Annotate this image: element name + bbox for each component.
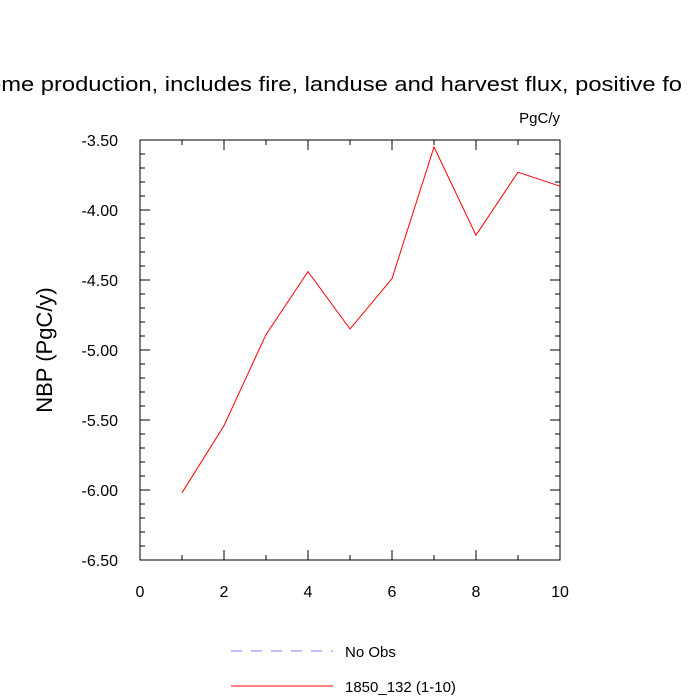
series-layer [181, 145, 561, 494]
x-tick-label: 10 [551, 584, 569, 601]
y-tick-label: -5.50 [82, 413, 119, 430]
x-tick-label: 2 [220, 584, 229, 601]
series-line [181, 145, 561, 494]
legend: No Obs 1850_132 (1-10) [231, 644, 456, 696]
chart-title: ome production, includes fire, landuse a… [0, 74, 682, 96]
y-tick-label: -5.00 [82, 343, 119, 360]
legend-label: No Obs [345, 644, 396, 661]
x-tick-label: 8 [472, 584, 481, 601]
units-label: PgC/y [519, 110, 560, 127]
y-tick-label: -6.00 [82, 483, 119, 500]
x-tick-labels: 0 2 4 6 8 10 [136, 584, 569, 601]
y-tick-label: -4.00 [82, 203, 119, 220]
y-tick-labels: -3.50 -4.00 -4.50 -5.00 -5.50 -6.00 -6.50 [82, 133, 119, 570]
y-axis-label: NBP (PgC/y) [32, 287, 57, 413]
axis-ticks [139, 139, 561, 561]
legend-label: 1850_132 (1-10) [345, 679, 456, 696]
y-tick-label: -4.50 [82, 273, 119, 290]
x-tick-label: 0 [136, 584, 145, 601]
y-tick-label: -3.50 [82, 133, 119, 150]
x-tick-label: 6 [388, 584, 397, 601]
x-tick-label: 4 [304, 584, 313, 601]
y-tick-label: -6.50 [82, 553, 119, 570]
